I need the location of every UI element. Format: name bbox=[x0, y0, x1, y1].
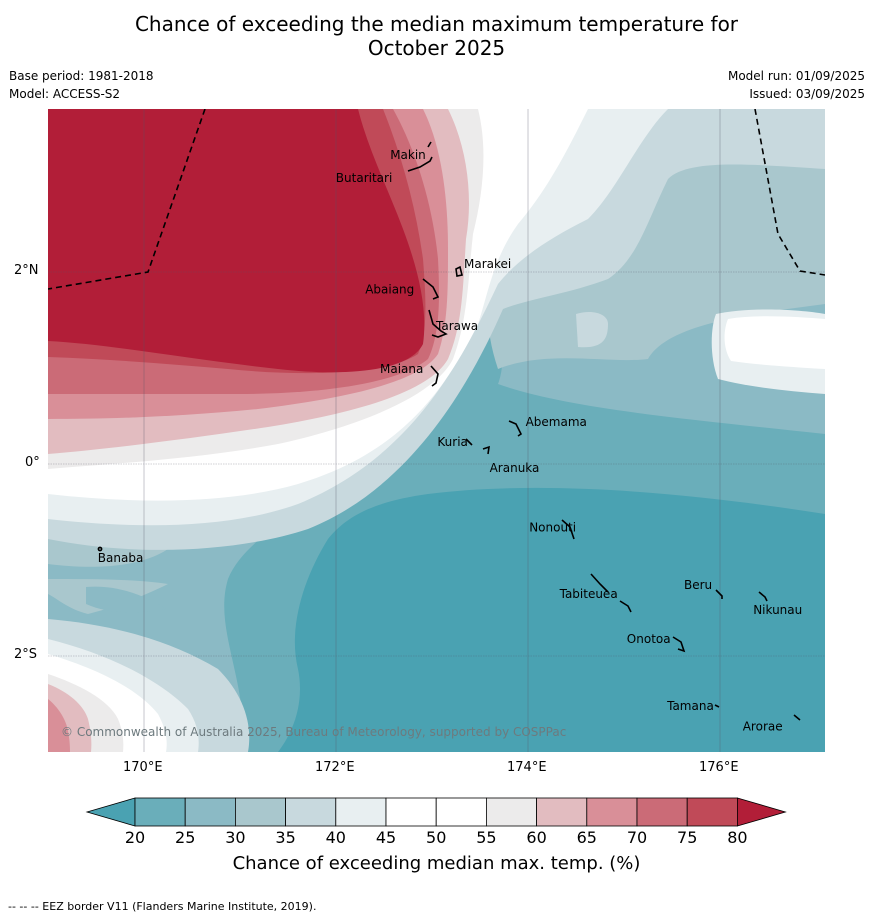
colorbar-cell-65 bbox=[586, 797, 638, 827]
graticule bbox=[48, 109, 825, 752]
colorbar-tick-80: 80 bbox=[727, 828, 748, 847]
place-label-aranuka: Aranuka bbox=[490, 461, 540, 475]
place-label-abemama: Abemama bbox=[526, 415, 587, 429]
colorbar-cell-75 bbox=[686, 797, 738, 827]
lon-tick-170: 170°E bbox=[123, 760, 163, 775]
probability-fill bbox=[48, 109, 825, 752]
eez-border bbox=[48, 109, 825, 290]
place-label-nikunau: Nikunau bbox=[753, 603, 802, 617]
place-label-nonouti: Nonouti bbox=[529, 520, 576, 534]
colorbar-tick-45: 45 bbox=[375, 828, 397, 847]
meta-left: Base period: 1981-2018 Model: ACCESS-S2 bbox=[9, 67, 154, 103]
model-run: Model run: 01/09/2025 bbox=[727, 69, 865, 83]
island-outlines bbox=[97, 141, 801, 721]
colorbar-tick-60: 60 bbox=[526, 828, 547, 847]
copyright-notice: © Commonwealth of Australia 2025, Bureau… bbox=[61, 725, 566, 739]
colorbar-over-arrow bbox=[737, 797, 787, 827]
place-label-marakei: Marakei bbox=[464, 257, 511, 271]
colorbar-tick-75: 75 bbox=[677, 828, 698, 847]
issued-date: Issued: 03/09/2025 bbox=[749, 87, 865, 101]
lat-tick--2: 2°S bbox=[14, 647, 38, 663]
lon-tick-174: 174°E bbox=[507, 760, 547, 775]
place-label-tamana: Tamana bbox=[666, 699, 714, 713]
place-label-abaiang: Abaiang bbox=[365, 282, 414, 296]
footnote-eez: -- -- -- EEZ border V11 (Flanders Marine… bbox=[8, 900, 317, 913]
colorbar-tick-20: 20 bbox=[124, 828, 146, 847]
colorbar-cell-50 bbox=[435, 797, 487, 827]
colorbar-cell-70 bbox=[636, 797, 688, 827]
place-label-butaritari: Butaritari bbox=[336, 171, 393, 185]
colorbar-tick-65: 65 bbox=[576, 828, 597, 847]
lon-tick-176: 176°E bbox=[699, 760, 739, 775]
place-label-tabiteuea: Tabiteuea bbox=[559, 587, 618, 601]
colorbar-cell-20 bbox=[134, 797, 186, 827]
colorbar-label: Chance of exceeding median max. temp. (%… bbox=[232, 853, 641, 874]
place-label-onotoa: Onotoa bbox=[627, 632, 671, 646]
lon-tick-172: 172°E bbox=[315, 760, 355, 775]
lat-tick-2: 2°N bbox=[14, 263, 39, 279]
colorbar-cell-35 bbox=[285, 797, 337, 827]
title-line-2: October 2025 bbox=[367, 36, 506, 60]
place-label-beru: Beru bbox=[684, 578, 712, 592]
colorbar-tick-35: 35 bbox=[275, 828, 296, 847]
title-line-1: Chance of exceeding the median maximum t… bbox=[134, 12, 739, 36]
colorbar-cell-60 bbox=[536, 797, 588, 827]
colorbar-tick-40: 40 bbox=[325, 828, 346, 847]
colorbar-cell-25 bbox=[184, 797, 236, 827]
colorbar-cell-45 bbox=[385, 797, 437, 827]
place-labels: Makin Butaritari Marakei Abaiang Tarawa Maian… bbox=[98, 148, 802, 734]
forecast-map: Makin Butaritari Marakei Abaiang Tarawa Maian… bbox=[48, 109, 825, 752]
model-name: Model: ACCESS-S2 bbox=[9, 87, 121, 101]
colorbar-tick-25: 25 bbox=[175, 828, 196, 847]
colorbar-tick-50: 50 bbox=[426, 828, 447, 847]
place-label-banaba: Banaba bbox=[98, 551, 144, 565]
colorbar-tick-70: 70 bbox=[626, 828, 648, 847]
lat-tick-0: 0° bbox=[25, 455, 40, 471]
colorbar-tick-30: 30 bbox=[225, 828, 246, 847]
colorbar-cell-40 bbox=[335, 797, 387, 827]
colorbar bbox=[85, 797, 787, 827]
colorbar-cell-30 bbox=[234, 797, 286, 827]
meta-right: Model run: 01/09/2025 Issued: 03/09/2025 bbox=[728, 67, 865, 103]
place-label-kuria: Kuria bbox=[437, 435, 468, 449]
colorbar-cell-55 bbox=[485, 797, 537, 827]
place-label-maiana: Maiana bbox=[380, 362, 423, 376]
place-label-tarawa: Tarawa bbox=[435, 319, 478, 333]
colorbar-under-arrow bbox=[85, 797, 136, 827]
place-label-makin: Makin bbox=[390, 148, 426, 162]
place-label-arorae: Arorae bbox=[743, 720, 783, 734]
colorbar-tick-55: 55 bbox=[476, 828, 497, 847]
chart-title: Chance of exceeding the median maximum t… bbox=[0, 12, 873, 60]
base-period: Base period: 1981-2018 bbox=[9, 69, 154, 83]
